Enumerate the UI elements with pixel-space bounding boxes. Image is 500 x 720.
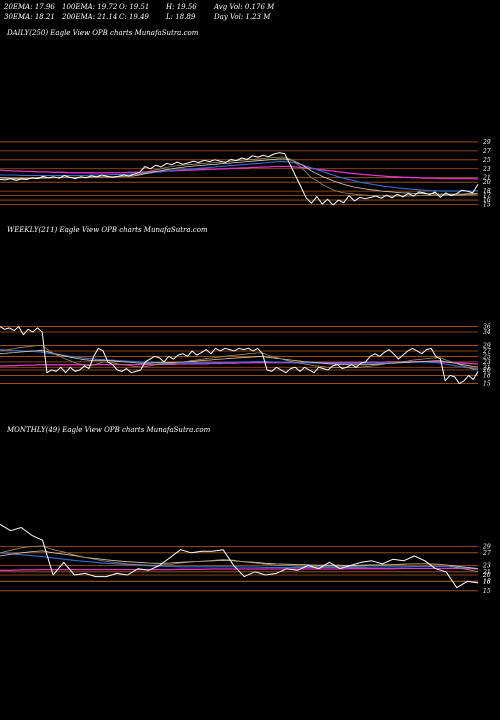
price-line <box>0 523 479 589</box>
y-tick-label: 27 <box>482 348 491 355</box>
y-tick-label: 25 <box>482 353 491 360</box>
day-vol-readout: Day Vol: 1.23 M <box>214 13 271 21</box>
y-tick-label: 21 <box>482 364 491 371</box>
y-tick-label: 27 <box>482 148 491 155</box>
weekly-panel-title: WEEKLY(211) Eagle View OPB charts Munafa… <box>7 226 208 234</box>
monthly-panel-title: MONTHLY(49) Eagle View OPB charts Munafa… <box>7 426 211 434</box>
ema20-readout: 20EMA: 17.96 <box>4 3 55 11</box>
ema-200-line <box>0 567 478 571</box>
y-tick-label: 29 <box>482 544 491 551</box>
daily-panel-title: DAILY(250) Eagle View OPB charts MunafaS… <box>7 29 199 37</box>
y-tick-label: 21 <box>482 175 491 182</box>
open-readout: O: 19.51 <box>119 3 150 11</box>
ema100-readout: 100EMA: 19.72 <box>62 3 118 11</box>
y-tick-label: 36 <box>483 324 491 331</box>
y-tick-label: 20 <box>482 179 491 186</box>
y-tick-label: 23 <box>482 166 491 173</box>
price-line <box>0 152 479 206</box>
y-tick-label: 23 <box>482 563 491 570</box>
y-tick-label: 29 <box>482 139 491 146</box>
price-line <box>0 326 479 385</box>
y-tick-label: 15 <box>483 202 491 209</box>
y-tick-label: 25 <box>482 157 491 164</box>
ema-mid-line <box>0 349 479 368</box>
y-tick-label: 21 <box>482 569 491 576</box>
low-readout: L: 18.89 <box>166 13 196 21</box>
y-tick-label: 15 <box>483 588 491 595</box>
ema-200-line <box>0 165 479 180</box>
y-tick-label: 29 <box>482 343 491 350</box>
y-tick-label: 18 <box>483 578 491 585</box>
ema200-readout: 200EMA: 21.14 <box>62 13 118 21</box>
y-tick-label: 15 <box>483 381 491 388</box>
close-readout: C: 19.49 <box>119 13 149 21</box>
y-tick-label: 18 <box>483 578 491 585</box>
y-tick-label: 23 <box>482 359 491 366</box>
y-tick-label: 16 <box>483 197 491 204</box>
y-tick-label: 18 <box>483 372 491 379</box>
ema-100-line <box>0 161 479 192</box>
avg-vol-readout: Avg Vol: 0.176 M <box>214 3 275 11</box>
y-tick-label: 20 <box>482 367 491 374</box>
ema-100-line <box>0 552 479 569</box>
ema30-readout: 30EMA: 18.21 <box>4 13 55 21</box>
y-tick-label: 17 <box>483 193 491 200</box>
y-tick-label: 20 <box>482 572 491 579</box>
high-readout: H: 19.56 <box>166 3 197 11</box>
ema-short-line <box>0 545 479 572</box>
ema-short-line <box>0 344 479 371</box>
ema-short-line <box>0 156 479 197</box>
y-tick-label: 34 <box>483 329 491 336</box>
y-tick-label: 18 <box>483 188 491 195</box>
y-tick-label: 27 <box>482 550 491 557</box>
